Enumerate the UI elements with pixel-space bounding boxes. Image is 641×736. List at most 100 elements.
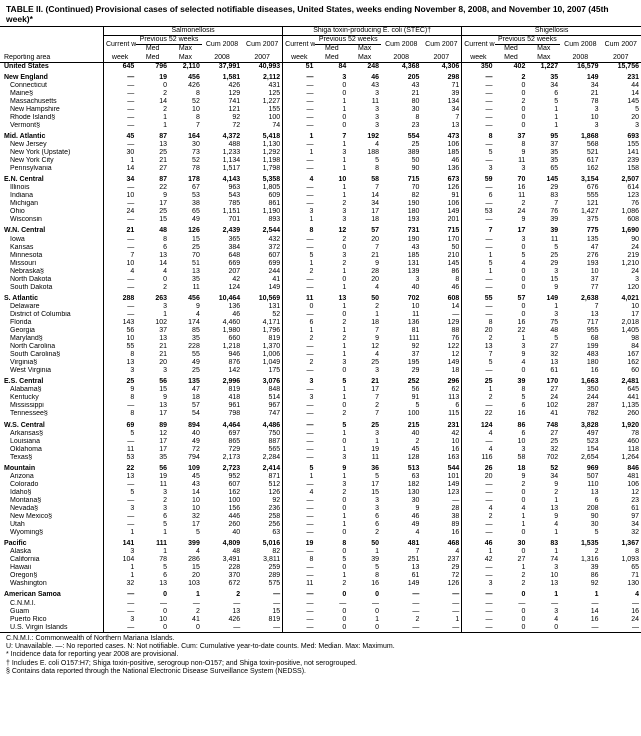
- data-cell: —: [283, 82, 316, 90]
- data-cell: 5: [381, 402, 421, 410]
- data-cell: 57: [348, 224, 381, 235]
- footnote-line: C.N.M.I.: Commonwealth of Northern Maria…: [6, 635, 635, 643]
- data-cell: 2,439: [202, 224, 242, 235]
- area-cell: Iowa: [0, 236, 103, 244]
- data-cell: 13: [136, 335, 169, 343]
- data-cell: 252: [381, 375, 421, 386]
- data-cell: 10: [169, 497, 202, 505]
- table-row: Minnesota7137064860753211852101525276219: [0, 252, 641, 260]
- data-cell: 45: [103, 130, 136, 141]
- data-cell: 3: [348, 122, 381, 130]
- data-cell: 126: [421, 184, 461, 192]
- data-cell: 25: [462, 375, 495, 386]
- data-cell: 8: [169, 114, 202, 122]
- data-cell: 87: [136, 130, 169, 141]
- data-cell: 46: [202, 311, 242, 319]
- data-cell: 16: [348, 580, 381, 588]
- data-cell: 13: [169, 268, 202, 276]
- data-cell: 473: [421, 130, 461, 141]
- data-cell: 67: [169, 184, 202, 192]
- data-cell: 83: [527, 537, 560, 548]
- data-cell: 871: [242, 473, 282, 481]
- data-cell: —: [283, 351, 316, 359]
- data-cell: 575: [242, 580, 282, 588]
- data-cell: 43: [381, 82, 421, 90]
- data-cell: 1,690: [601, 224, 641, 235]
- data-cell: 0: [169, 624, 202, 632]
- data-cell: 3: [348, 90, 381, 98]
- data-cell: 276: [560, 252, 600, 260]
- data-cell: —: [462, 608, 495, 616]
- data-cell: 11: [495, 192, 528, 200]
- data-cell: 21: [103, 224, 136, 235]
- table-row: California104782863,4913,811853925123742…: [0, 556, 641, 564]
- data-cell: 887: [242, 438, 282, 446]
- data-cell: 5,016: [242, 537, 282, 548]
- data-cell: 10: [315, 173, 348, 184]
- data-cell: 48: [136, 224, 169, 235]
- data-cell: 0: [315, 564, 348, 572]
- data-cell: 298: [421, 71, 461, 82]
- data-cell: 846: [601, 462, 641, 473]
- data-cell: 1: [315, 430, 348, 438]
- data-cell: —: [242, 624, 282, 632]
- data-cell: 1,535: [560, 537, 600, 548]
- data-cell: 4: [601, 588, 641, 599]
- data-cell: 3: [348, 106, 381, 114]
- data-cell: 729: [202, 446, 242, 454]
- data-cell: 185: [381, 252, 421, 260]
- data-cell: 20: [462, 473, 495, 481]
- data-cell: 70: [495, 173, 528, 184]
- data-cell: 15,756: [601, 62, 641, 71]
- data-cell: 22: [462, 410, 495, 418]
- data-cell: 608: [601, 216, 641, 224]
- data-cell: 702: [381, 292, 421, 303]
- data-cell: 4: [421, 548, 461, 556]
- data-cell: 1,868: [560, 130, 600, 141]
- data-cell: 4,809: [202, 537, 242, 548]
- footnote-line: § Contains data reported through the Nat…: [6, 668, 635, 676]
- data-cell: 80: [381, 98, 421, 106]
- data-cell: 0: [495, 90, 528, 98]
- data-cell: 0: [495, 114, 528, 122]
- data-cell: —: [462, 71, 495, 82]
- data-cell: 76: [421, 335, 461, 343]
- data-cell: 26: [462, 462, 495, 473]
- data-cell: 41: [242, 276, 282, 284]
- data-cell: 7: [421, 114, 461, 122]
- data-cell: 2,173: [202, 454, 242, 462]
- data-cell: —: [462, 244, 495, 252]
- data-cell: 55: [103, 343, 136, 351]
- table-row: Washington321310367257511216149126321392…: [0, 580, 641, 588]
- data-cell: 244: [242, 268, 282, 276]
- data-cell: 5: [315, 419, 348, 430]
- data-cell: —: [348, 600, 381, 608]
- data-cell: 145: [527, 173, 560, 184]
- data-cell: 52: [527, 462, 560, 473]
- area-cell: Pennsylvania: [0, 165, 103, 173]
- data-cell: —: [421, 497, 461, 505]
- data-cell: 607: [242, 252, 282, 260]
- data-cell: 85: [169, 327, 202, 335]
- data-cell: 672: [202, 580, 242, 588]
- data-cell: 59: [462, 173, 495, 184]
- data-cell: —: [136, 600, 169, 608]
- data-cell: 8: [462, 319, 495, 327]
- data-cell: 3: [103, 548, 136, 556]
- data-cell: 1: [169, 588, 202, 599]
- data-cell: 1: [527, 548, 560, 556]
- data-cell: 90: [601, 236, 641, 244]
- data-cell: 39: [495, 375, 528, 386]
- data-cell: 1,292: [242, 149, 282, 157]
- data-cell: —: [462, 106, 495, 114]
- area-cell: California: [0, 556, 103, 564]
- area-cell: Minnesota: [0, 252, 103, 260]
- data-cell: 68: [560, 335, 600, 343]
- data-cell: 0: [136, 276, 169, 284]
- data-cell: 199: [560, 343, 600, 351]
- data-cell: 963: [202, 184, 242, 192]
- data-cell: —: [601, 600, 641, 608]
- data-cell: 1: [283, 149, 316, 157]
- data-cell: —: [103, 106, 136, 114]
- data-cell: 3: [348, 367, 381, 375]
